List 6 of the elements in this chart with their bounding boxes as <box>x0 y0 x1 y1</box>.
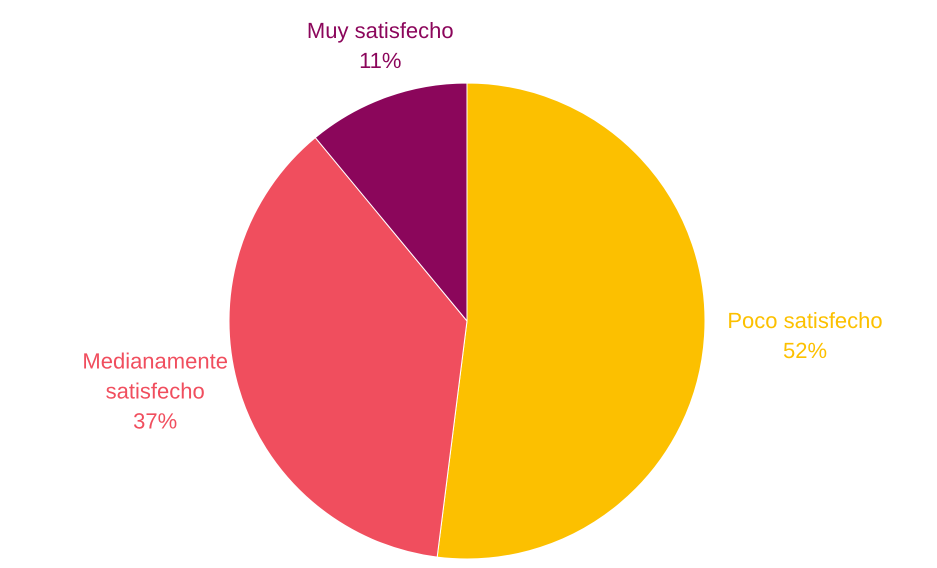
data-label: 52% <box>782 338 828 364</box>
slice-label: Medianamente satisfecho <box>82 348 228 404</box>
slice-label: Muy satisfecho <box>306 18 454 44</box>
data-label: 11% <box>359 48 402 74</box>
data-label: 37% <box>133 408 178 434</box>
slice-label: Poco satisfecho <box>727 308 883 334</box>
